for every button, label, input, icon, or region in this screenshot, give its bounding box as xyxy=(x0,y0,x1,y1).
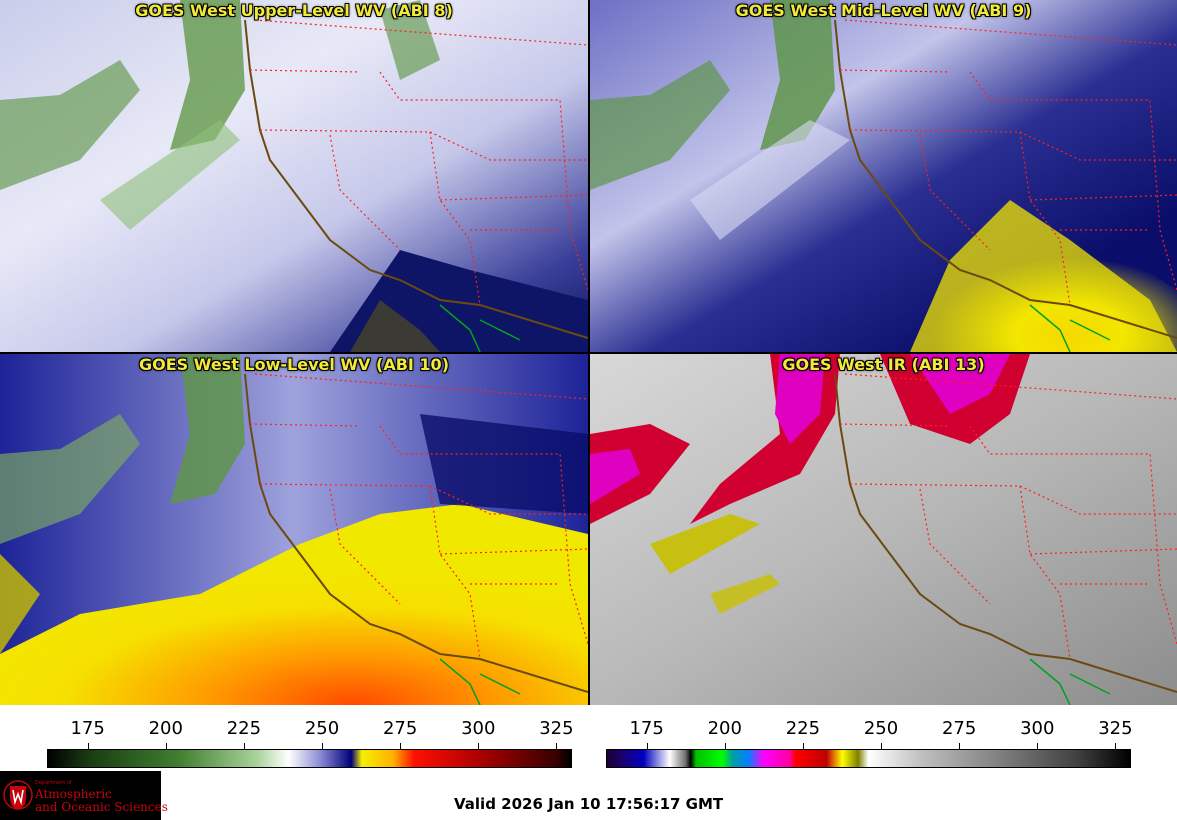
panel-title: GOES West Mid-Level WV (ABI 9) xyxy=(735,1,1032,20)
colorbar-tick xyxy=(165,743,167,749)
panel-low-level-wv: GOES West Low-Level WV (ABI 10) xyxy=(0,354,588,705)
colorbar-tick-label: 250 xyxy=(304,718,340,739)
low-level-wv-image xyxy=(0,354,588,705)
colorbar-tick xyxy=(1037,743,1039,749)
ir-image xyxy=(590,354,1177,705)
colorbar-tick-label: 300 xyxy=(461,718,496,739)
colorbar-tick xyxy=(556,743,558,749)
panel-upper-level-wv: GOES West Upper-Level WV (ABI 8) xyxy=(0,0,588,352)
colorbar-gradient xyxy=(47,749,572,768)
panel-title: GOES West Low-Level WV (ABI 10) xyxy=(138,355,449,374)
colorbar-tick-label: 275 xyxy=(941,718,977,739)
logo-dept-text: Department of xyxy=(35,780,72,786)
colorbar-tick-label: 200 xyxy=(707,718,742,739)
colorbar-tick xyxy=(724,743,726,749)
aos-logo: Department of Atmospheric and Oceanic Sc… xyxy=(0,771,168,820)
panel-title: GOES West Upper-Level WV (ABI 8) xyxy=(135,1,453,20)
colorbar-tick-label: 225 xyxy=(785,718,821,739)
colorbar-tick xyxy=(959,743,961,749)
colorbar-tick-label: 325 xyxy=(1098,718,1133,739)
colorbar-tick-label: 300 xyxy=(1020,718,1055,739)
panel-divider-horizontal xyxy=(0,352,1177,354)
colorbar-tick-label: 225 xyxy=(226,718,262,739)
colorbar-tick-label: 250 xyxy=(863,718,899,739)
colorbar-tick-label: 175 xyxy=(70,718,105,739)
colorbar-tick xyxy=(400,743,402,749)
panel-mid-level-wv: GOES West Mid-Level WV (ABI 9) xyxy=(590,0,1177,352)
colorbar-tick-label: 325 xyxy=(539,718,574,739)
logo-line-2: and Oceanic Sciences xyxy=(35,800,168,814)
upper-level-wv-image xyxy=(0,0,588,352)
wv-colorbar: 175 200 225 250 275 300 325 xyxy=(47,718,574,768)
mid-level-wv-image xyxy=(590,0,1177,352)
colorbar-tick xyxy=(802,743,804,749)
colorbar-tick-label: 275 xyxy=(382,718,418,739)
panel-ir: GOES West IR (ABI 13) xyxy=(590,354,1177,705)
colorbar-tick-label: 175 xyxy=(629,718,664,739)
colorbar-tick xyxy=(1115,743,1117,749)
colorbar-tick xyxy=(478,743,480,749)
colorbar-gradient xyxy=(606,749,1131,768)
colorbar-tick xyxy=(322,743,323,749)
colorbar-tick-label: 200 xyxy=(148,718,183,739)
logo-line-1: Atmospheric xyxy=(35,787,112,801)
colorbar-tick xyxy=(243,743,245,749)
colorbar-tick xyxy=(881,743,882,749)
valid-time: Valid 2026 Jan 10 17:56:17 GMT xyxy=(454,795,724,813)
ir-colorbar: 175 200 225 250 275 300 325 xyxy=(606,718,1133,768)
colorbar-tick xyxy=(87,743,89,749)
panel-title: GOES West IR (ABI 13) xyxy=(782,355,985,374)
uw-crest-icon xyxy=(3,780,33,810)
colorbar-tick xyxy=(646,743,648,749)
